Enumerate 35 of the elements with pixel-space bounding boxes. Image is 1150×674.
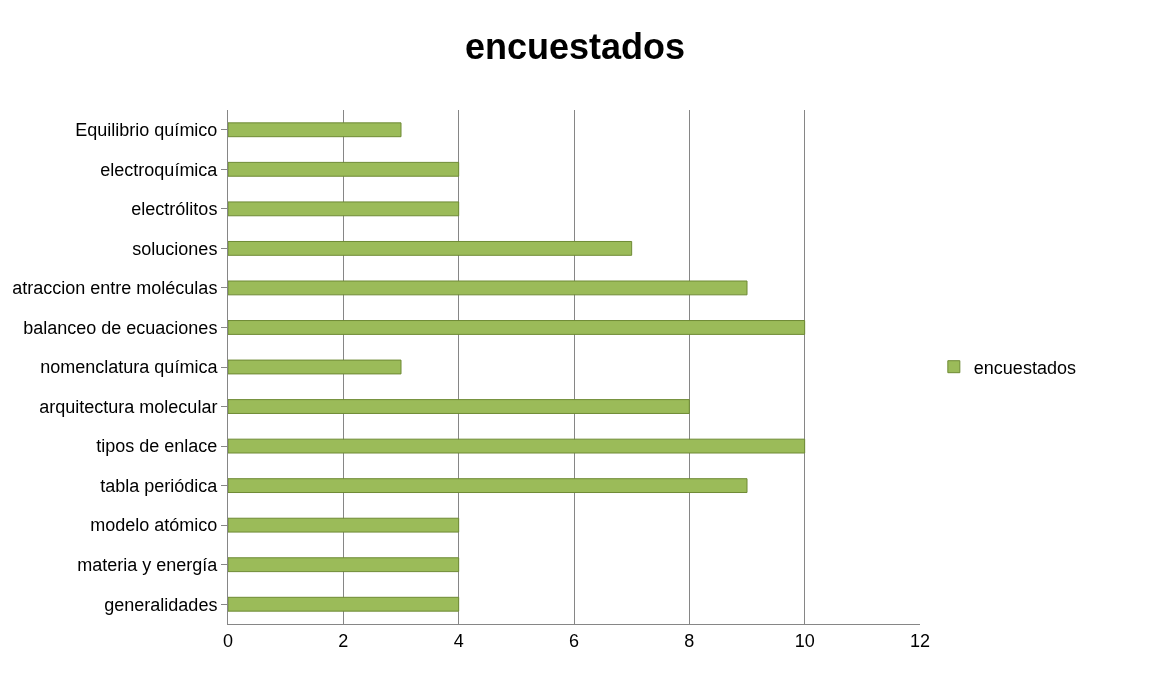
x-tick-label: 0 bbox=[222, 630, 234, 651]
y-tick-label: tabla periódica bbox=[100, 475, 219, 496]
y-tick-label: materia y energía bbox=[77, 554, 219, 575]
y-tick-label: tipos de enlace bbox=[96, 436, 218, 457]
bar bbox=[228, 122, 402, 138]
y-tick-label: arquitectura molecular bbox=[39, 396, 218, 417]
x-tick-label: 8 bbox=[684, 630, 695, 651]
bar bbox=[228, 161, 460, 177]
x-tick-label: 12 bbox=[909, 630, 931, 651]
bar bbox=[228, 596, 460, 612]
bar bbox=[228, 517, 460, 533]
y-tick-label: atraccion entre moléculas bbox=[12, 278, 218, 299]
x-tick-label: 10 bbox=[794, 630, 815, 651]
bar bbox=[228, 478, 748, 494]
bar bbox=[228, 280, 748, 296]
bar bbox=[228, 320, 806, 335]
bar bbox=[228, 438, 806, 454]
y-tick-label: nomenclatura química bbox=[40, 357, 219, 378]
legend-label: encuestados bbox=[973, 357, 1076, 378]
y-tick-label: soluciones bbox=[132, 238, 218, 259]
y-tick-label: electrólitos bbox=[131, 199, 218, 220]
bar bbox=[228, 359, 402, 375]
bar bbox=[228, 240, 633, 256]
y-tick-label: Equilibrio químico bbox=[75, 120, 218, 141]
chart-title: encuestados bbox=[464, 25, 686, 67]
y-tick-label: modelo atómico bbox=[90, 515, 218, 536]
y-tick-label: generalidades bbox=[104, 594, 218, 615]
bar bbox=[228, 557, 460, 573]
bar bbox=[228, 399, 690, 414]
y-tick-label: balanceo de ecuaciones bbox=[23, 317, 218, 338]
x-tick-label: 6 bbox=[568, 630, 580, 651]
x-tick-label: 2 bbox=[338, 630, 349, 651]
y-tick-label: electroquímica bbox=[100, 159, 219, 180]
x-tick-label: 4 bbox=[453, 630, 464, 651]
bar bbox=[228, 201, 460, 217]
